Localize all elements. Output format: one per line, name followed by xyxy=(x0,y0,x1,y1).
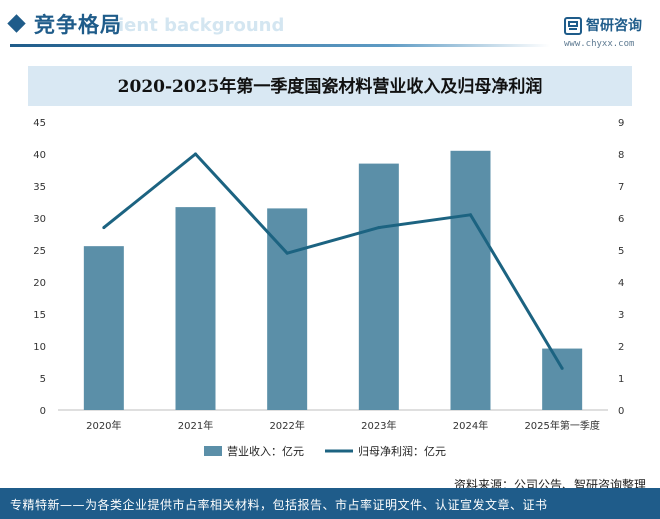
y-left-tick-label: 15 xyxy=(33,310,46,321)
y-right-tick-label: 6 xyxy=(618,214,624,225)
section-title: 竞争格局 xyxy=(34,13,122,37)
x-tick-label: 2022年 xyxy=(269,419,304,432)
legend-bar-swatch xyxy=(204,446,222,456)
chart-title: 2020-2025年第一季度国瓷材料营业收入及归母净利润 xyxy=(117,77,543,97)
bar xyxy=(542,348,583,410)
header-divider xyxy=(10,44,550,47)
y-right-tick-label: 7 xyxy=(618,182,624,193)
y-left-tick-label: 0 xyxy=(40,406,46,417)
y-left-tick-label: 40 xyxy=(33,150,46,161)
y-right-tick-label: 3 xyxy=(618,310,624,321)
x-tick-label: 2020年 xyxy=(86,419,121,432)
chyxx-logo-icon xyxy=(564,17,582,35)
x-tick-label: 2023年 xyxy=(361,419,396,432)
legend-line-label: 归母净利润：亿元 xyxy=(358,444,446,458)
y-right-tick-label: 9 xyxy=(618,118,624,129)
footer-text: 专精特新——为各类企业提供市占率相关材料，包括报告、市占率证明文件、认证宣发文章… xyxy=(10,498,548,512)
legend-bar-label: 营业收入：亿元 xyxy=(227,444,304,458)
line-point xyxy=(377,226,381,230)
header-bar: ient background 竞争格局 智研咨询 www.chyxx.com xyxy=(0,0,660,50)
line-point xyxy=(102,226,106,230)
logo-url: www.chyxx.com xyxy=(564,39,635,49)
y-left-tick-label: 5 xyxy=(40,374,46,385)
y-left-tick-label: 35 xyxy=(33,182,46,193)
y-right-tick-label: 1 xyxy=(618,374,624,385)
y-left-tick-label: 20 xyxy=(33,278,46,289)
line-series xyxy=(102,152,564,370)
y-right-tick-label: 5 xyxy=(618,246,624,257)
y-right-tick-label: 0 xyxy=(618,406,624,417)
line-point xyxy=(285,251,289,255)
chart-title-band xyxy=(28,66,632,106)
y-left-tick-label: 25 xyxy=(33,246,46,257)
y-right-tick-label: 8 xyxy=(618,150,624,161)
x-tick-label: 2021年 xyxy=(178,419,213,432)
background-watermark-text: ient background xyxy=(118,15,285,36)
bar xyxy=(175,207,216,410)
line-point xyxy=(194,152,197,156)
logo-name: 智研咨询 xyxy=(586,18,642,34)
bar xyxy=(450,150,491,411)
x-tick-label: 2025年第一季度 xyxy=(524,419,599,432)
line-point xyxy=(560,366,564,370)
bar xyxy=(358,163,399,410)
y-left-tick-label: 30 xyxy=(33,214,46,225)
y-right-tick-label: 2 xyxy=(618,342,624,353)
y-right-tick-label: 4 xyxy=(618,278,624,289)
bar xyxy=(267,208,308,410)
bar xyxy=(83,246,124,410)
x-tick-label: 2024年 xyxy=(453,419,488,432)
line-point xyxy=(469,213,472,217)
y-left-tick-label: 45 xyxy=(33,118,46,129)
y-left-tick-label: 10 xyxy=(33,342,46,353)
footer-bar: 专精特新——为各类企业提供市占率相关材料，包括报告、市占率证明文件、认证宣发文章… xyxy=(0,488,660,519)
